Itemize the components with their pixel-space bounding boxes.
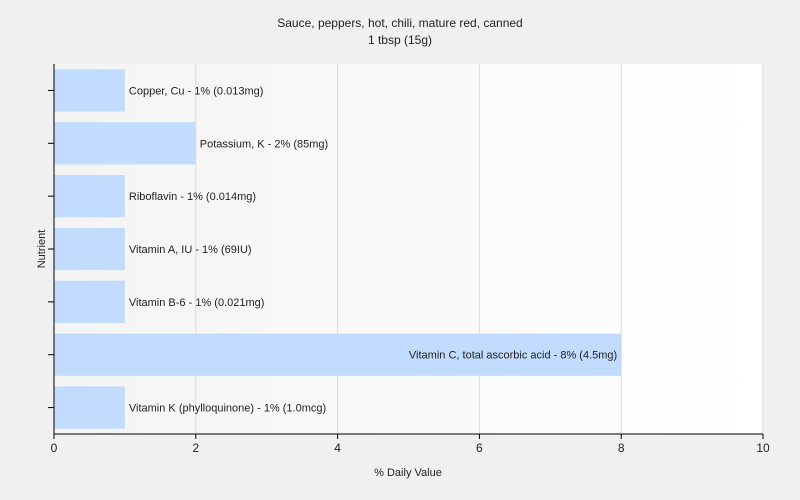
x-tick-label: 0 [51,441,58,455]
bars-group: Copper, Cu - 1% (0.013mg) Potassium, K - … [54,69,622,429]
bar [54,175,125,218]
bar-label: Vitamin C, total ascorbic acid - 8% (4.5… [409,350,617,362]
bar-label: Vitamin A, IU - 1% (69IU) [129,244,252,256]
bar [54,69,125,112]
x-tick-label: 10 [756,441,770,455]
bar-label: Riboflavin - 1% (0.014mg) [129,191,256,203]
bar [54,280,125,323]
bar [54,227,125,271]
x-tick-label: 6 [476,441,483,455]
x-tick-label: 2 [192,441,199,455]
bar-label: Potassium, K - 2% (85mg) [200,138,328,150]
x-tick-label: 8 [618,441,625,455]
bar [54,333,622,376]
bar-label: Copper, Cu - 1% (0.013mg) [129,85,264,97]
axes: 0 2 4 6 8 10 [48,64,770,455]
x-axis-label: % Daily Value [374,467,442,479]
chart-title: Sauce, peppers, hot, chili, mature red, … [277,16,522,30]
chart-subtitle: 1 tbsp (15g) [368,33,432,47]
y-axis-label: Nutrient [36,230,48,269]
bar-label: Vitamin B-6 - 1% (0.021mg) [129,297,265,309]
bar [54,386,125,429]
bar-label: Vitamin K (phylloquinone) - 1% (1.0mcg) [129,403,326,415]
bar [54,122,196,165]
x-tick-label: 4 [334,441,341,455]
